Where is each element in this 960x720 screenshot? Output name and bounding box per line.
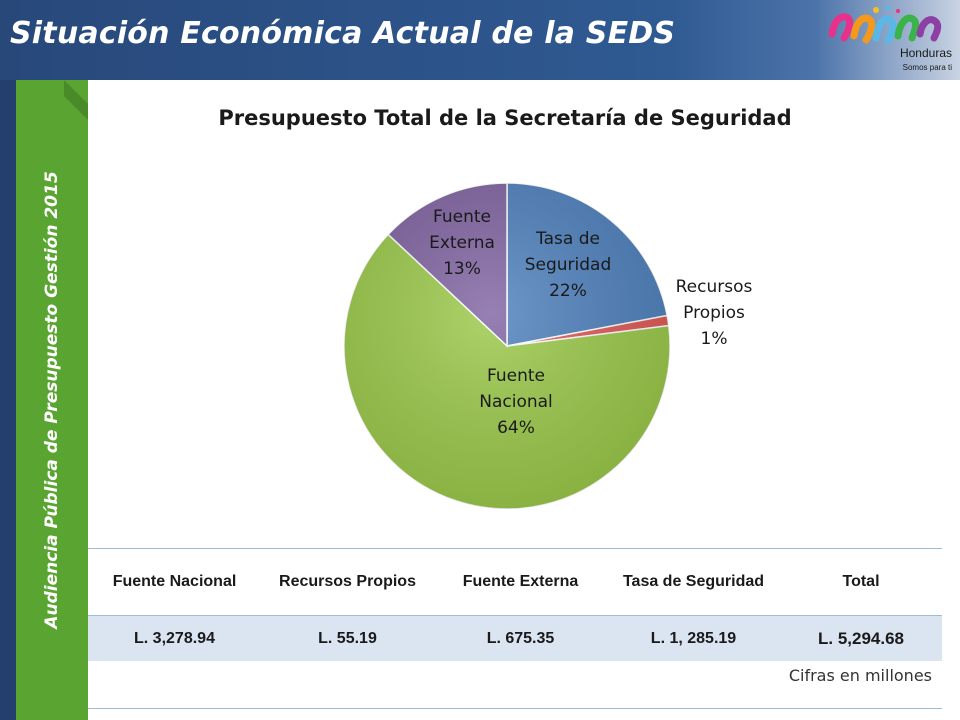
logo-mark-icon (828, 5, 942, 44)
pie-label-fuente-nacional: Fuente Nacional 64% (479, 366, 553, 438)
pie-label-recursos-propios: Recursos Propios 1% (676, 277, 753, 349)
sidebar-arrow-icon (64, 80, 88, 120)
header-recursos-propios: Recursos Propios (261, 548, 434, 616)
value-fuente-externa: L. 675.35 (434, 615, 607, 661)
header-bar: Situación Económica Actual de la SEDS Ho… (0, 0, 960, 80)
sidebar-dark-stripe (0, 80, 16, 720)
logo-tagline: Somos para ti (902, 63, 952, 72)
sidebar-vertical-title: Audiencia Pública de Presupuesto Gestión… (42, 171, 62, 629)
table-header-row: Fuente Nacional Recursos Propios Fuente … (88, 548, 942, 616)
honduras-logo: Honduras Somos para ti (818, 2, 954, 78)
pie-chart: Tasa de Seguridad 22% Recursos Propios 1% Fuen… (343, 182, 753, 510)
logo-country: Honduras (899, 46, 952, 60)
sidebar-green-band (16, 80, 88, 720)
value-total: L. 5,294.68 (780, 615, 942, 661)
header-fuente-externa: Fuente Externa (434, 548, 607, 616)
budget-table: Fuente Nacional Recursos Propios Fuente … (88, 548, 942, 661)
pie-label-tasa-de-seguridad: Tasa de Seguridad 22% (525, 229, 612, 301)
units-note: Cifras en millones (788, 666, 932, 685)
table-row: L. 3,278.94 L. 55.19 L. 675.35 L. 1, 285… (88, 615, 942, 661)
page-title: Situación Económica Actual de la SEDS (10, 16, 676, 51)
header-total: Total (780, 548, 942, 616)
header-tasa-seguridad: Tasa de Seguridad (607, 548, 780, 616)
value-recursos-propios: L. 55.19 (261, 615, 434, 661)
value-tasa-seguridad: L. 1, 285.19 (607, 615, 780, 661)
pie-label-fuente-externa: Fuente Externa 13% (429, 207, 495, 279)
table-bottom-rule (88, 708, 942, 709)
value-fuente-nacional: L. 3,278.94 (88, 615, 261, 661)
header-fuente-nacional: Fuente Nacional (88, 548, 261, 616)
chart-title: Presupuesto Total de la Secretaría de Se… (218, 106, 792, 130)
